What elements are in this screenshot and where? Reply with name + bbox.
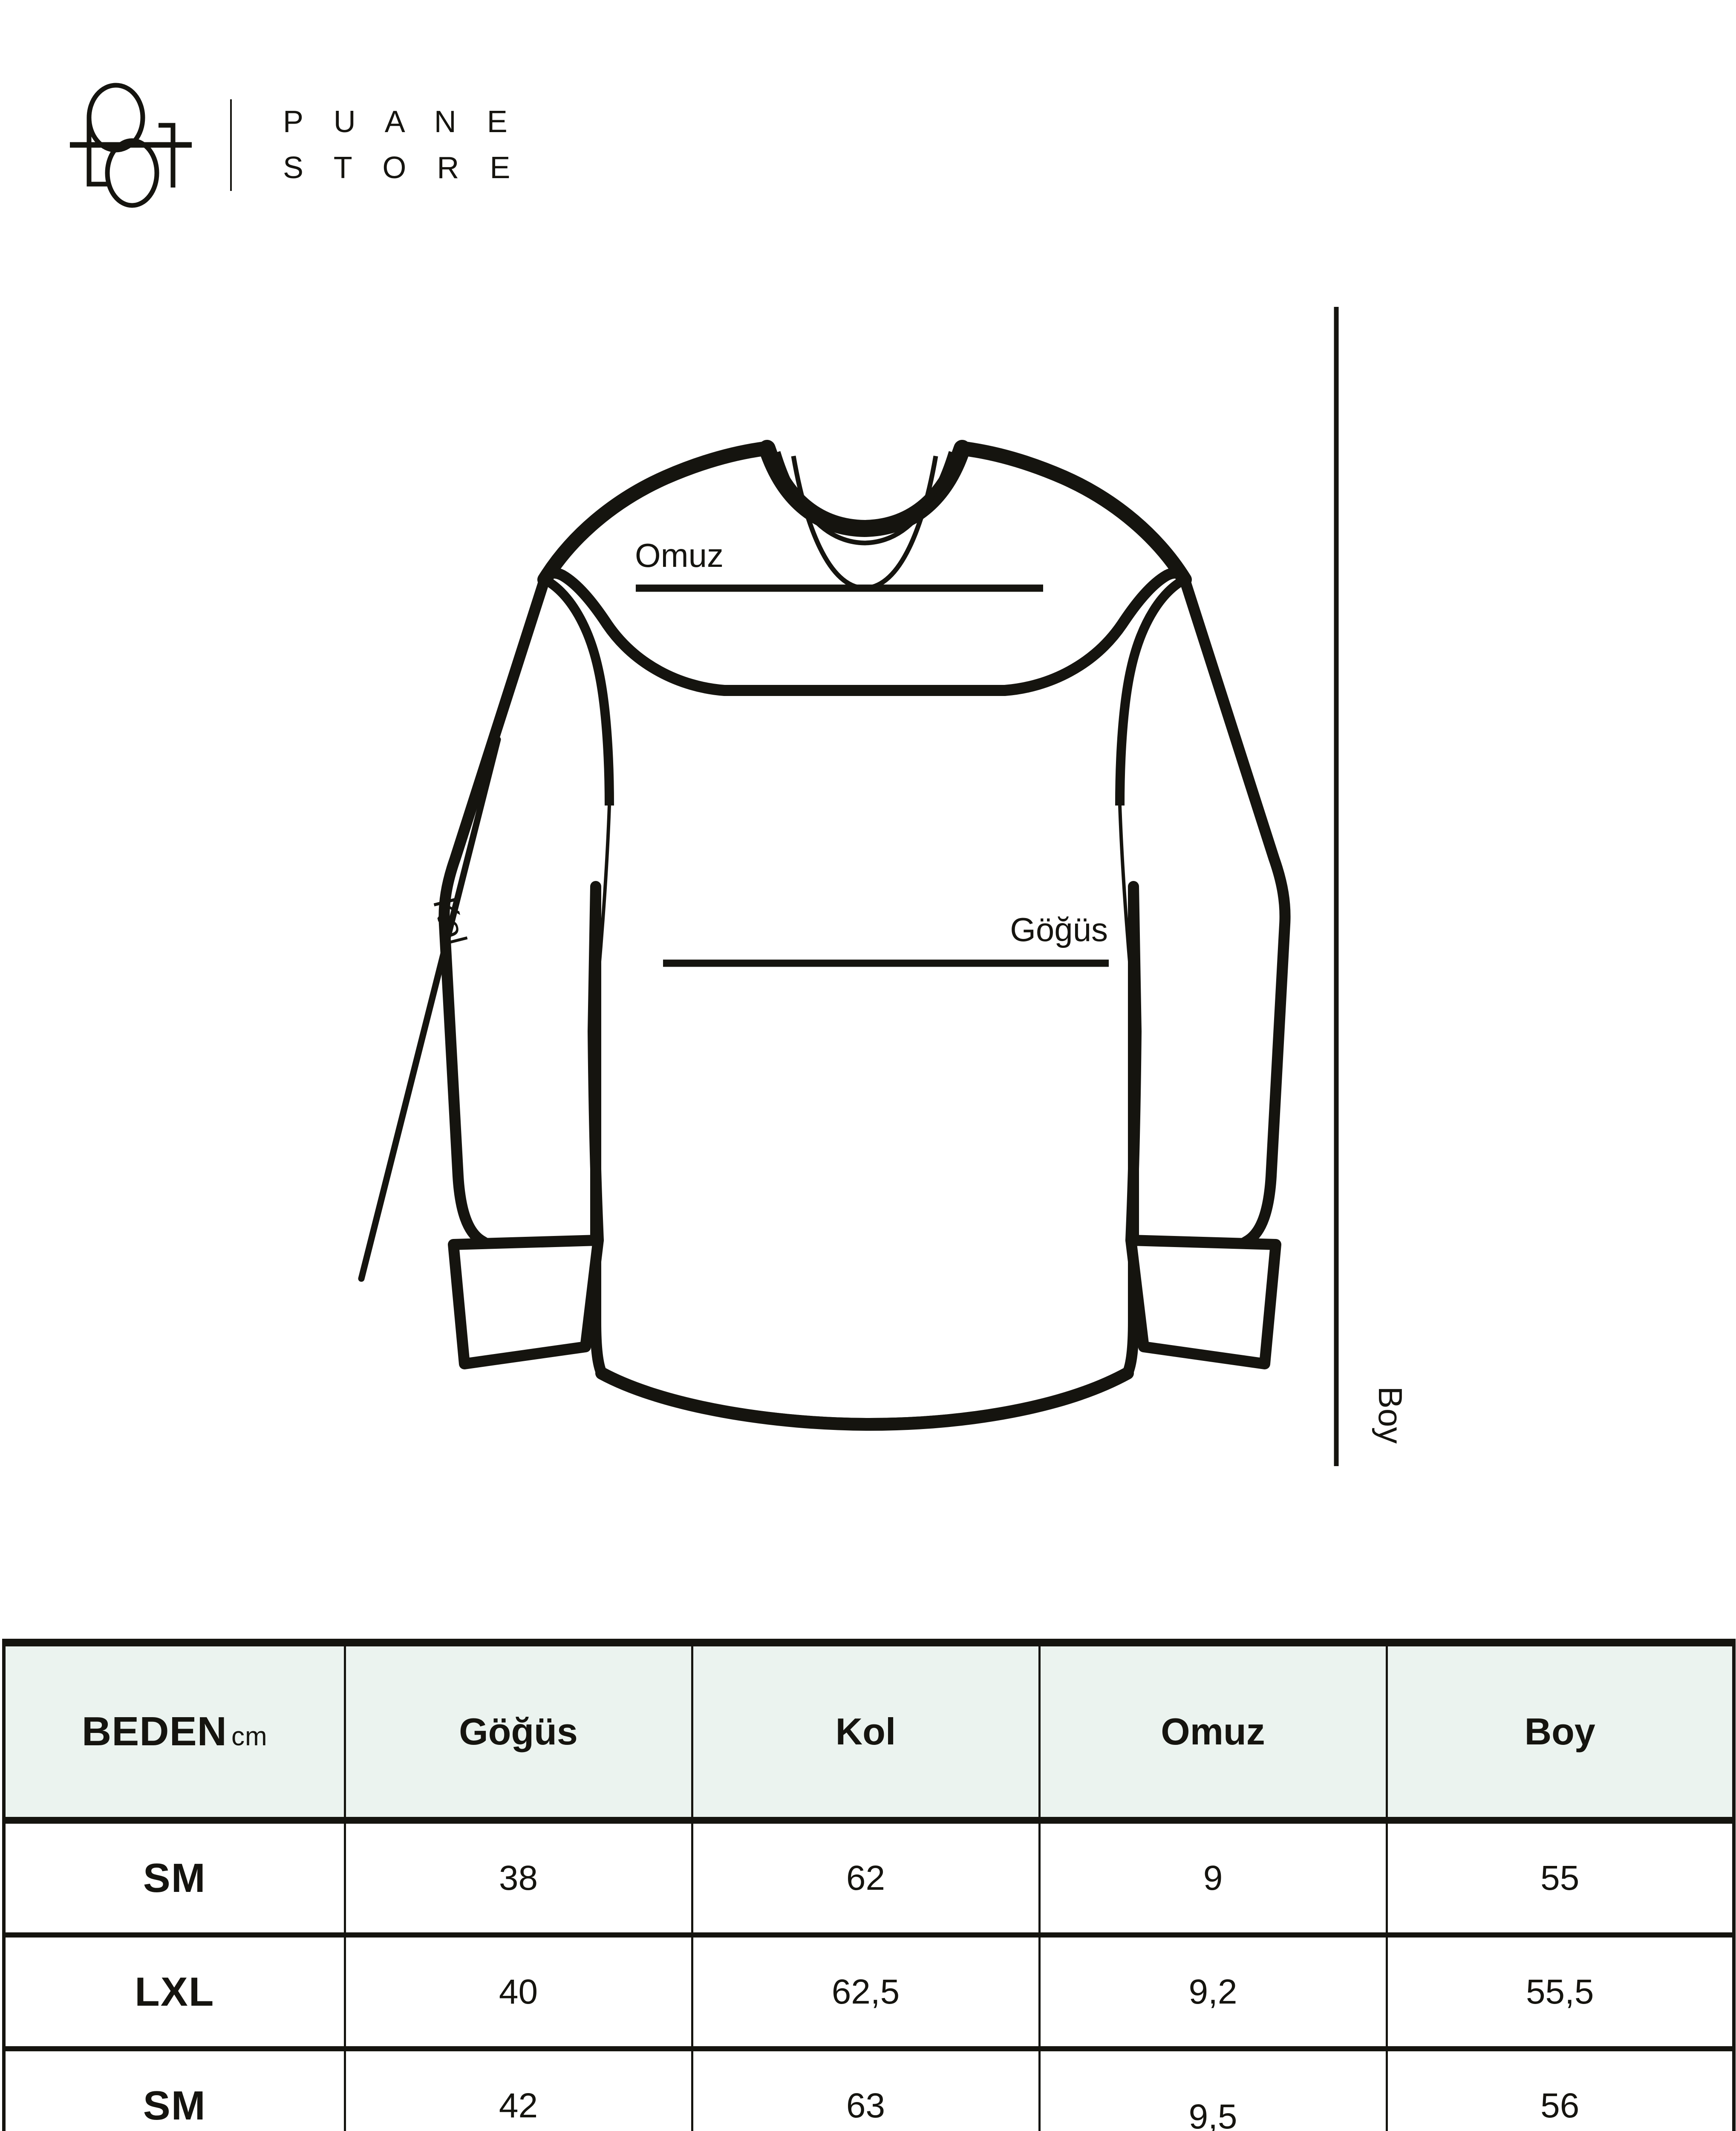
- cell-size: SM: [2, 1820, 345, 1938]
- hem-line: [595, 1367, 1134, 1431]
- cuff-left: [448, 1235, 604, 1369]
- sleeve-measure-line: [358, 736, 501, 1282]
- puane-monogram-icon: [70, 83, 192, 208]
- cell-chest: 38: [343, 1820, 692, 1938]
- cuff-right: [1125, 1235, 1281, 1369]
- table-row: SM 38 62 9 55: [2, 1820, 1736, 1938]
- column-header-length-label: Boy: [1524, 1710, 1595, 1753]
- cell-sleeve: 62,5: [691, 1935, 1039, 2051]
- neckline-band-inner: [776, 451, 954, 546]
- size-chart-table: BEDEN cm Göğüs Kol Omuz Boy SM 38: [2, 1639, 1736, 2131]
- table-header-row: BEDEN cm Göğüs Kol Omuz Boy: [2, 1639, 1736, 1824]
- brand-name-line1: P U A N E: [283, 105, 519, 139]
- length-measure-label: Boy: [1372, 1386, 1409, 1444]
- brand-header: P U A N E S T O R E: [64, 81, 521, 209]
- cell-shoulder-value: 9,5: [1188, 2097, 1237, 2131]
- column-header-shoulder-label: Omuz: [1161, 1710, 1265, 1753]
- garment-technical-drawing: Omuz Göğüs Kol Boy: [0, 239, 1736, 1517]
- shoulder-seam-right: [955, 441, 1192, 587]
- table-row: LXL 40 62,5 9,2 55,5: [2, 1935, 1736, 2051]
- sleeve-fold-right: [1118, 805, 1138, 1032]
- column-header-chest: Göğüs: [343, 1639, 692, 1824]
- cell-length: 56: [1385, 2049, 1736, 2131]
- armhole-seam-left: [542, 575, 614, 806]
- size-header-word: BEDEN: [81, 1709, 227, 1754]
- cell-chest: 40: [343, 1935, 692, 2051]
- shoulder-seam-left: [537, 441, 774, 587]
- cell-chest: 42: [343, 2049, 692, 2131]
- brand-divider: [230, 99, 232, 191]
- cell-sleeve: 63: [691, 2049, 1039, 2131]
- chest-measure-label: Göğüs: [1010, 911, 1108, 948]
- neckline-band-deep: [791, 456, 938, 591]
- cell-size: LXL: [2, 1935, 345, 2051]
- brand-name-line2: S T O R E: [283, 151, 522, 185]
- cell-length: 55: [1385, 1820, 1736, 1938]
- neckline-outer: [758, 440, 971, 537]
- column-header-shoulder: Omuz: [1038, 1639, 1387, 1824]
- cell-shoulder: 9,2: [1038, 1935, 1387, 2051]
- cell-size: SM: [2, 2049, 345, 2131]
- cell-length: 55,5: [1385, 1935, 1736, 2051]
- shoulder-measure-label: Omuz: [635, 537, 724, 574]
- armhole-seam-right: [1115, 575, 1187, 806]
- cell-sleeve: 62: [691, 1820, 1039, 1938]
- column-header-sleeve: Kol: [691, 1639, 1039, 1824]
- column-header-sleeve-label: Kol: [835, 1710, 896, 1753]
- cell-shoulder: 9,5: [1038, 2049, 1387, 2131]
- table-row: SM 42 63 9,5 56: [2, 2049, 1736, 2131]
- cell-shoulder: 9: [1038, 1820, 1387, 1938]
- size-header-unit: cm: [231, 1722, 268, 1751]
- sleeve-fold-left: [591, 805, 611, 1032]
- column-header-size: BEDEN cm: [2, 1639, 345, 1824]
- column-header-length: Boy: [1385, 1639, 1736, 1824]
- column-header-chest-label: Göğüs: [459, 1710, 578, 1753]
